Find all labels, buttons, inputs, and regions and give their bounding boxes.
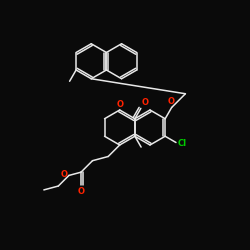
Text: Cl: Cl — [177, 138, 186, 147]
Text: O: O — [60, 170, 68, 179]
Text: O: O — [142, 98, 148, 107]
Text: O: O — [168, 97, 175, 106]
Text: O: O — [78, 187, 84, 196]
Text: O: O — [116, 100, 123, 109]
